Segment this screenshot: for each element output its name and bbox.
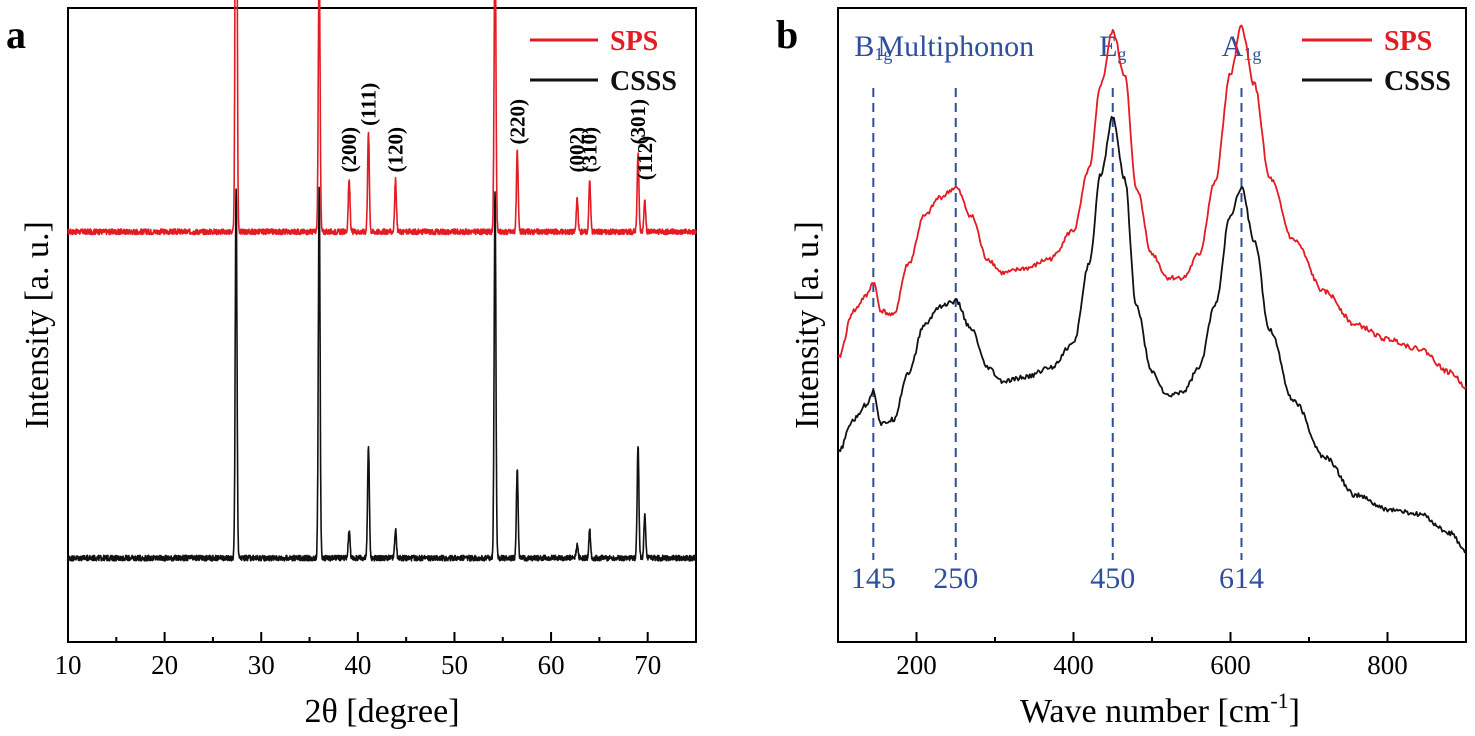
panel-b-y-axis-title: Intensity [a. u.] — [789, 221, 826, 429]
panel-a: a (110)(101)(200)(111)(120)(121)(220)(00… — [6, 0, 697, 730]
panel-a-peak-label: (002) — [565, 127, 589, 173]
panel-a-peak-label: (120) — [384, 127, 408, 173]
panel-b-x-axis-title-superscript: -1 — [1270, 688, 1288, 713]
panel-b-x-axis-title-main: Wave number [cm — [1020, 693, 1270, 730]
panel-b-x-axis-title: Wave number [cm-1] — [1020, 688, 1300, 730]
panel-a-x-tick-label: 40 — [344, 650, 371, 680]
panel-a-x-tick-label: 50 — [441, 650, 468, 680]
panel-a-series-sps — [67, 0, 697, 236]
panel-a-x-tick-label: 10 — [55, 650, 82, 680]
panel-a-peak-label: (200) — [337, 127, 361, 173]
panel-a-x-tick-label: 70 — [634, 650, 661, 680]
panel-a-plot-frame — [67, 7, 697, 643]
panel-a-peak-label: (112) — [633, 136, 657, 180]
panel-a-x-axis-title: 2θ [degree] — [304, 693, 459, 730]
panel-b-mode-label: B1g — [854, 30, 892, 64]
panel-a-series-group — [67, 0, 697, 562]
panel-a-series-csss — [67, 186, 697, 562]
panel-b-series-sps — [837, 24, 1467, 390]
panel-b-mode-markers: 145 B1g 250 Multiphonon 450 Eg 614 A1g — [851, 30, 1264, 595]
panel-b-mode-wavenumber: 614 — [1219, 562, 1264, 595]
panel-b-mode-wavenumber: 450 — [1090, 562, 1135, 595]
panel-a-x-ticks: 10 20 30 40 50 60 70 — [55, 632, 697, 680]
panel-a-x-tick-label: 60 — [538, 650, 565, 680]
panel-b-x-tick-label: 600 — [1210, 650, 1251, 680]
panel-b-plot-frame — [837, 7, 1467, 643]
panel-a-y-axis-title: Intensity [a. u.] — [19, 221, 56, 429]
panel-b-mode-label: A1g — [1222, 30, 1262, 64]
panel-b-mode-label: Multiphonon — [877, 30, 1034, 63]
panel-b-mode-wavenumber: 250 — [933, 562, 978, 595]
panel-b-letter: b — [776, 12, 798, 57]
panel-a-legend-csss-label: CSSS — [610, 66, 677, 97]
panel-b-x-ticks: 200 400 600 800 — [837, 632, 1467, 680]
panel-a-x-tick-label: 30 — [248, 650, 275, 680]
panel-b-series-csss — [837, 115, 1467, 554]
panel-a-peak-labels: (110)(101)(200)(111)(120)(121)(220)(002)… — [337, 83, 657, 180]
panel-b-x-tick-label: 400 — [1053, 650, 1094, 680]
panel-a-peak-label: (301) — [626, 99, 650, 145]
panel-b-legend-csss-label: CSSS — [1384, 66, 1451, 97]
panel-b-legend-sps-label: SPS — [1384, 26, 1432, 57]
panel-b-x-tick-label: 200 — [896, 650, 937, 680]
panel-b: b 145 B1g 250 Multiphonon 450 Eg 614 A1g 200 400… — [776, 7, 1467, 730]
panel-a-peak-label: (111) — [357, 83, 381, 126]
panel-a-peak-label: (220) — [505, 99, 529, 145]
panel-a-peak-label: (310) — [578, 127, 602, 173]
panel-b-legend: SPS CSSS — [1302, 26, 1451, 97]
panel-a-letter: a — [6, 12, 26, 57]
panel-b-x-tick-label: 800 — [1367, 650, 1408, 680]
panel-b-mode-label: Eg — [1099, 30, 1126, 64]
panel-a-legend-sps-label: SPS — [610, 26, 658, 57]
panel-a-x-tick-label: 20 — [151, 650, 178, 680]
panel-b-series-group — [837, 24, 1467, 554]
panel-a-legend: SPS CSSS — [530, 26, 677, 97]
panel-b-mode-wavenumber: 145 — [851, 562, 896, 595]
panel-b-x-axis-title-end: ] — [1289, 693, 1300, 730]
